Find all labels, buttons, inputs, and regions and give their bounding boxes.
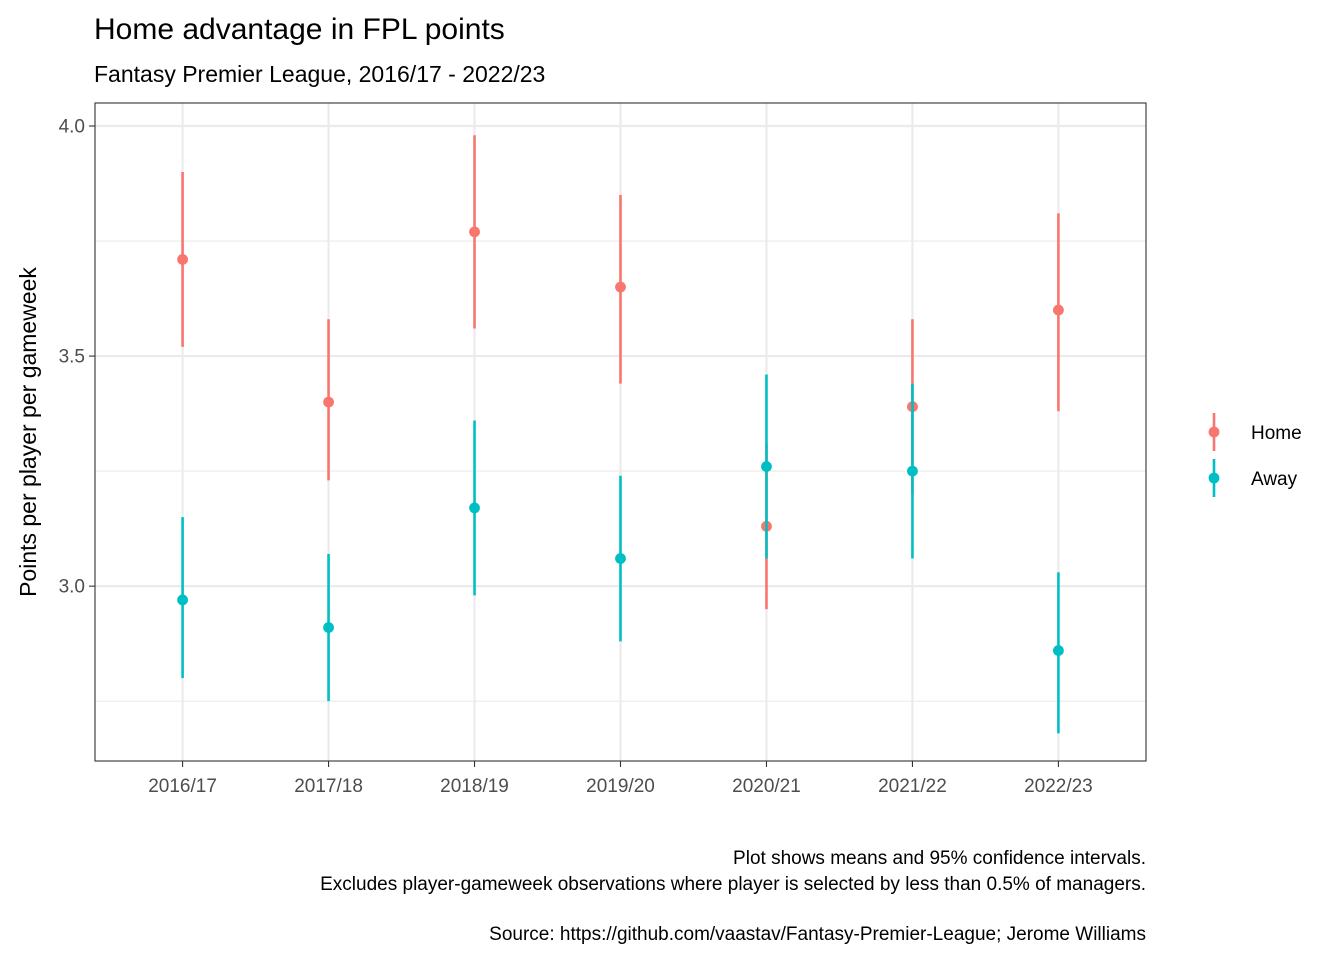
x-tick-label-6: 2022/23: [1024, 776, 1093, 797]
caption-line-1: Plot shows means and 95% confidence inte…: [733, 848, 1146, 869]
y-axis-title: Points per player per gameweek: [15, 267, 41, 597]
legend: Home Away: [1208, 413, 1302, 497]
legend-key-point-home: [1208, 426, 1220, 438]
home-point-1: [323, 396, 334, 408]
home-point-0: [177, 254, 188, 265]
legend-item-home: Home: [1208, 413, 1302, 451]
legend-label-home: Home: [1251, 423, 1302, 444]
home-point-6: [1053, 304, 1064, 316]
chart-title: Home advantage in FPL points: [94, 13, 505, 46]
x-tick-label-5: 2021/22: [878, 776, 947, 797]
legend-key-point-away: [1208, 472, 1220, 484]
y-tick-label-0: 3.0: [59, 577, 85, 598]
away-point-5: [907, 465, 918, 477]
x-tick-label-0: 2016/17: [148, 776, 217, 797]
away-point-2: [469, 502, 480, 514]
away-point-0: [177, 594, 188, 606]
caption-line-3: Source: https://github.com/vaastav/Fanta…: [489, 924, 1146, 945]
series-away: [177, 374, 1064, 734]
legend-label-away: Away: [1251, 469, 1298, 490]
away-point-6: [1053, 645, 1064, 656]
away-point-4: [761, 461, 772, 472]
x-tick-label-3: 2019/20: [586, 776, 655, 797]
x-axis: 2016/17 2017/18 2018/19 2019/20 2020/21 2021/…: [148, 761, 1093, 797]
away-point-1: [323, 622, 334, 633]
home-point-2: [469, 226, 480, 238]
caption-line-2: Excludes player-gameweek observations wh…: [320, 874, 1146, 895]
x-tick-label-2: 2018/19: [440, 776, 509, 797]
chart-marks: [177, 135, 1064, 734]
y-axis: 3.0 3.5 4.0: [59, 117, 95, 598]
y-tick-label-2: 4.0: [59, 117, 85, 138]
away-point-3: [615, 553, 626, 564]
x-tick-label-4: 2020/21: [732, 776, 801, 797]
x-tick-label-1: 2017/18: [294, 776, 363, 797]
chart-subtitle: Fantasy Premier League, 2016/17 - 2022/2…: [94, 61, 545, 87]
y-tick-label-1: 3.5: [59, 347, 85, 368]
home-point-3: [615, 281, 626, 293]
legend-item-away: Away: [1208, 459, 1298, 497]
